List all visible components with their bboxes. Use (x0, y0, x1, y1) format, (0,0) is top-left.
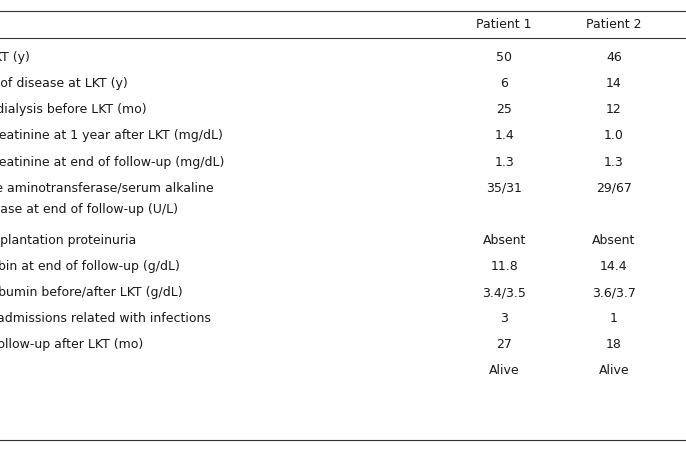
Text: 1: 1 (610, 312, 618, 325)
Text: 29/67: 29/67 (596, 182, 632, 194)
Text: Age at LKT (y): Age at LKT (y) (0, 51, 29, 64)
Text: 46: 46 (606, 51, 622, 64)
Text: 12: 12 (606, 104, 622, 116)
Text: Alive: Alive (599, 364, 629, 377)
Text: Aspartate aminotransferase/serum alkaline: Aspartate aminotransferase/serum alkalin… (0, 182, 213, 194)
Text: Serum albumin before/after LKT (g/dL): Serum albumin before/after LKT (g/dL) (0, 286, 182, 299)
Text: Patient 1: Patient 1 (477, 18, 532, 31)
Text: 1.3: 1.3 (604, 156, 624, 168)
Text: Serum creatinine at 1 year after LKT (mg/dL): Serum creatinine at 1 year after LKT (mg… (0, 130, 222, 142)
Text: Hemoglobin at end of follow-up (g/dL): Hemoglobin at end of follow-up (g/dL) (0, 260, 180, 273)
Text: Absent: Absent (482, 234, 526, 247)
Text: 6: 6 (500, 77, 508, 90)
Text: Posttransplantation proteinuria: Posttransplantation proteinuria (0, 234, 136, 247)
Text: 14: 14 (606, 77, 622, 90)
Text: 35/31: 35/31 (486, 182, 522, 194)
Text: 25: 25 (496, 104, 512, 116)
Text: Patient 2: Patient 2 (587, 18, 641, 31)
Text: Hospital admissions related with infections: Hospital admissions related with infecti… (0, 312, 211, 325)
Text: 3.6/3.7: 3.6/3.7 (592, 286, 636, 299)
Text: Absent: Absent (592, 234, 636, 247)
Text: 1.4: 1.4 (495, 130, 514, 142)
Text: 14.4: 14.4 (600, 260, 628, 273)
Text: Alive: Alive (489, 364, 519, 377)
Text: 18: 18 (606, 338, 622, 351)
Text: Time of follow-up after LKT (mo): Time of follow-up after LKT (mo) (0, 338, 143, 351)
Text: 3.4/3.5: 3.4/3.5 (482, 286, 526, 299)
Text: phosphatase at end of follow-up (U/L): phosphatase at end of follow-up (U/L) (0, 203, 178, 216)
Text: 3: 3 (500, 312, 508, 325)
Text: 1.3: 1.3 (495, 156, 514, 168)
Text: Serum creatinine at end of follow-up (mg/dL): Serum creatinine at end of follow-up (mg… (0, 156, 224, 168)
Text: Time on dialysis before LKT (mo): Time on dialysis before LKT (mo) (0, 104, 146, 116)
Text: 11.8: 11.8 (490, 260, 518, 273)
Text: 1.0: 1.0 (604, 130, 624, 142)
Text: 50: 50 (496, 51, 512, 64)
Text: 27: 27 (496, 338, 512, 351)
Text: Duration of disease at LKT (y): Duration of disease at LKT (y) (0, 77, 128, 90)
